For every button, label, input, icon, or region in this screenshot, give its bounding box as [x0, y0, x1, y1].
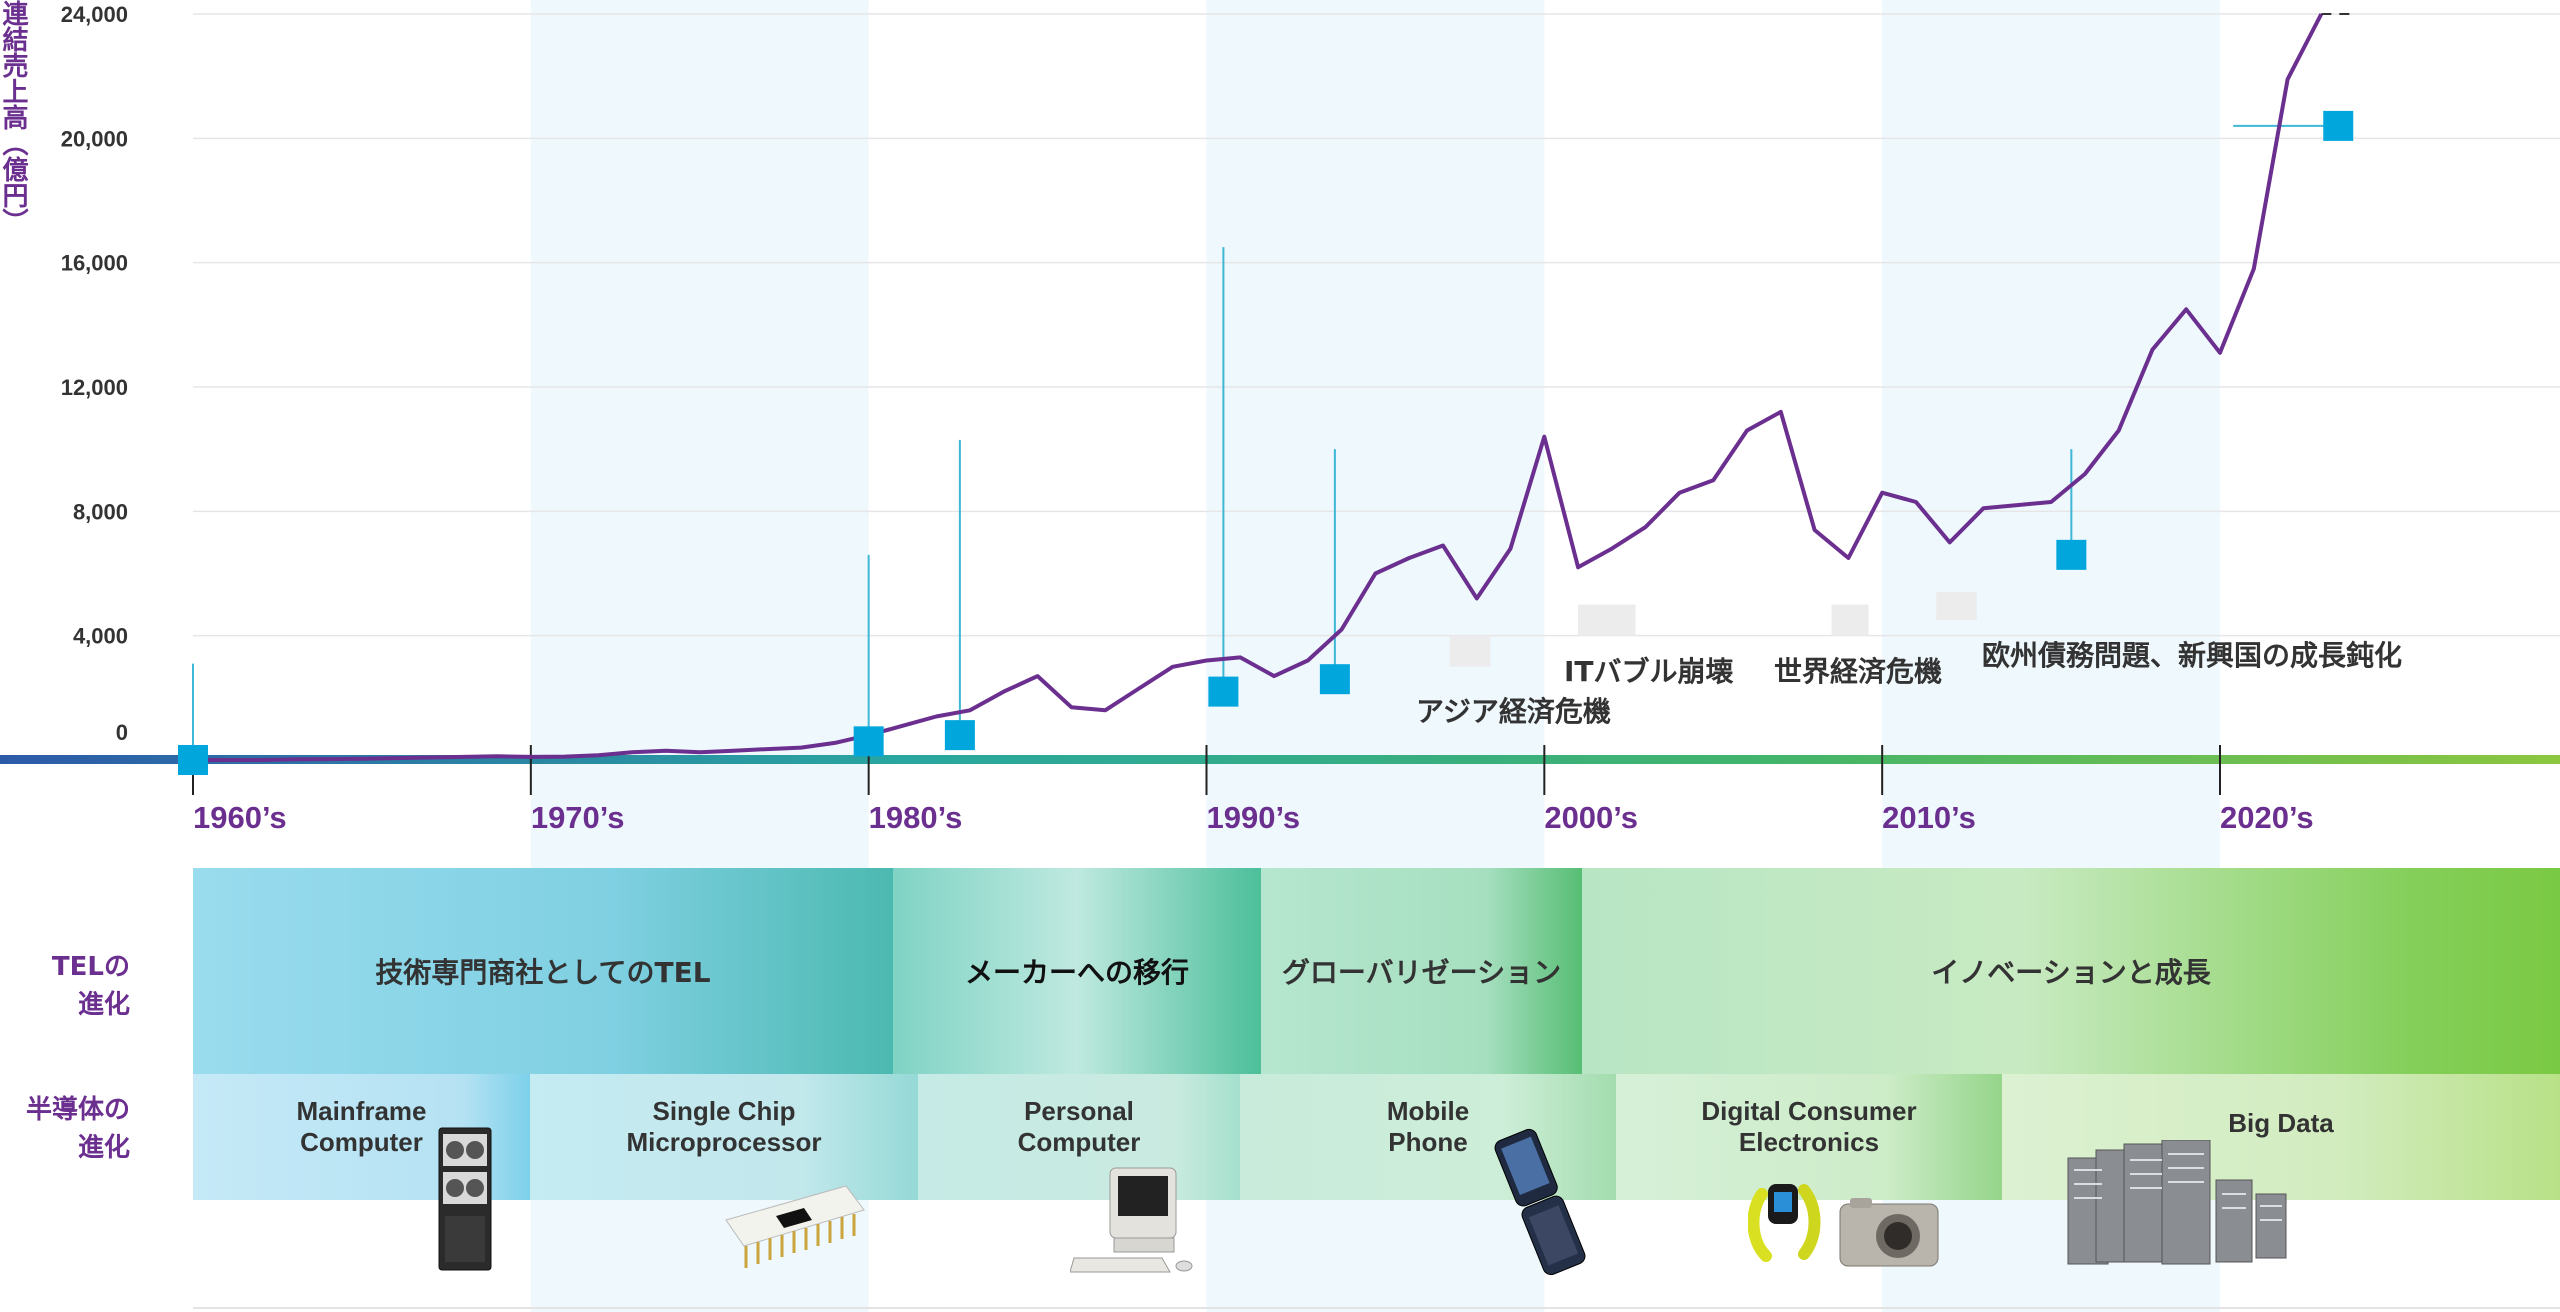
- mainframe-icon: [438, 1127, 492, 1271]
- y-tick-label: 4,000: [73, 624, 128, 649]
- semi-era-microprocessor: Single Chip Microprocessor: [530, 1074, 918, 1200]
- event-world-crisis: 世界経済危機: [1774, 655, 1943, 688]
- event-euro-debt: 欧州債務問題、新興国の成長鈍化: [1982, 639, 2403, 672]
- decade-label: 1960’s: [193, 800, 287, 835]
- decade-label: 1980’s: [868, 800, 963, 835]
- y-tick-label: 0: [116, 720, 128, 745]
- tel-stage-manufacturer: メーカーへの移行: [893, 868, 1261, 1074]
- microprocessor-chip-icon: [725, 1185, 865, 1268]
- tel-stage-innovation: イノベーションと成長: [1582, 868, 2560, 1074]
- event-highlight: [1578, 604, 1636, 636]
- milestone-marker: [2323, 110, 2354, 141]
- event-asia-crisis: アジア経済危機: [1416, 695, 1611, 728]
- semi-era-consumer: Digital Consumer Electronics: [1616, 1074, 2002, 1200]
- fitness-band-icon: [1748, 1184, 1821, 1262]
- event-highlight: [1936, 592, 1977, 621]
- semi-evolution-label: 半導体の 進化: [25, 1095, 130, 1163]
- y-tick-label: 24,000: [61, 2, 128, 27]
- decade-label: 2000’s: [1544, 800, 1638, 835]
- y-tick-label: 12,000: [61, 375, 128, 400]
- tel-stage-globalization: グローバリゼーション: [1261, 868, 1582, 1074]
- y-tick-label: 20,000: [61, 126, 128, 151]
- event-it-bubble: ITバブル崩壊: [1564, 655, 1734, 688]
- digital-camera-icon: [1839, 1198, 1939, 1267]
- y-tick-label: 16,000: [61, 251, 128, 276]
- decade-label: 1990’s: [1206, 800, 1301, 835]
- decade-label: 2010’s: [1882, 800, 1976, 835]
- milestone-marker: [853, 726, 884, 757]
- decade-label: 1970’s: [530, 800, 625, 835]
- milestone-marker: [1319, 664, 1350, 695]
- server-rack-icon: [2067, 1140, 2287, 1265]
- event-highlight: [1449, 635, 1491, 667]
- semi-era-pc: Personal Computer: [918, 1074, 1240, 1200]
- semi-era-big-data: Big Data: [2002, 1074, 2560, 1200]
- milestone-marker: [2056, 539, 2087, 570]
- timeline-axis: [0, 755, 2560, 764]
- flip-phone-icon: [1494, 1128, 1586, 1276]
- event-highlight: [1831, 604, 1869, 636]
- personal-computer-icon: [1070, 1167, 1193, 1273]
- tel-evolution-label: TELの 進化: [51, 952, 130, 1020]
- decade-label: 2020’s: [2220, 800, 2314, 835]
- y-tick-label: 8,000: [73, 499, 128, 524]
- sales-line: [193, 13, 2324, 762]
- y-axis-label: 連結売上高（億円）: [0, 0, 28, 234]
- milestone-marker: [178, 745, 208, 775]
- milestone-marker: [1208, 676, 1239, 707]
- milestone-marker: [944, 720, 975, 751]
- tel-stage-trading: 技術専門商社としてのTEL: [193, 868, 893, 1074]
